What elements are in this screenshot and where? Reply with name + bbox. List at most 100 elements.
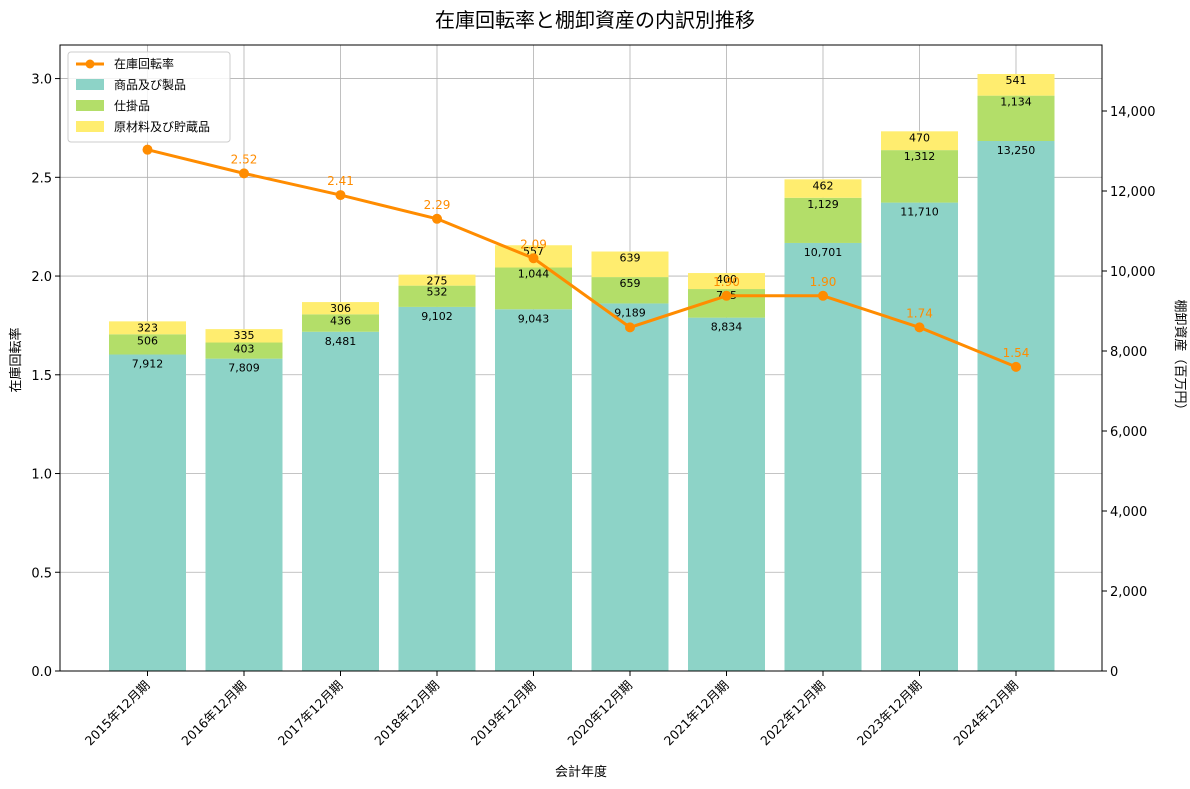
y-right-tick-label: 0 (1110, 665, 1118, 680)
legend-label: 仕掛品 (114, 98, 150, 113)
plot-frame (59, 44, 1103, 672)
bar-segment (881, 150, 958, 203)
bar-value-label: 639 (620, 252, 641, 265)
x-tick-label: 2019年12月期 (468, 678, 539, 749)
bar-segment (398, 285, 476, 307)
bar-segment (977, 74, 1055, 96)
bar-value-label: 462 (813, 179, 834, 192)
turnover-value-label: 1.90 (713, 275, 740, 289)
bar-value-label: 9,189 (614, 306, 646, 319)
bar-value-label: 306 (330, 302, 351, 315)
y-right-tick-label: 10,000 (1110, 265, 1156, 280)
legend-swatch (76, 79, 104, 90)
turnover-value-label: 2.09 (520, 237, 547, 251)
stacked-bars (109, 74, 1055, 671)
bar-segment (495, 309, 572, 671)
bar-segment (591, 303, 669, 671)
bar-segment (495, 267, 572, 310)
bar-value-label: 532 (427, 286, 448, 299)
bar-segment (109, 334, 186, 355)
x-tick-label: 2015年12月期 (82, 678, 153, 749)
y-left-tick-label: 2.5 (31, 171, 52, 186)
bar-value-label: 7,809 (228, 362, 260, 375)
bar-value-label: 7,912 (132, 358, 164, 371)
x-tick-label: 2024年12月期 (950, 678, 1021, 749)
y-right-tick-label: 14,000 (1110, 105, 1156, 120)
bar-value-label: 403 (234, 343, 255, 356)
bar-segment (784, 179, 862, 198)
turnover-point (914, 322, 925, 333)
y-left-tick-label: 0.5 (31, 566, 52, 581)
y-left-tick-label: 3.0 (31, 73, 52, 88)
bar-value-label: 9,043 (518, 312, 550, 325)
y-left-tick-label: 2.0 (31, 270, 52, 285)
x-tick-label: 2023年12月期 (854, 678, 925, 749)
turnover-value-label: 1.74 (906, 306, 933, 320)
bar-segment (784, 197, 862, 243)
x-axis-label: 会計年度 (555, 764, 607, 780)
turnover-point (528, 253, 539, 264)
chart-title: 在庫回転率と棚卸資産の内訳別推移 (435, 8, 755, 32)
turnover-value-label: 2.52 (231, 152, 258, 166)
x-tick-label: 2018年12月期 (371, 678, 442, 749)
y-axis-right-label: 棚卸資産（百万円） (1172, 299, 1188, 416)
x-tick-label: 2020年12月期 (564, 678, 635, 749)
turnover-point (239, 168, 249, 179)
x-tick-label: 2021年12月期 (661, 678, 732, 749)
turnover-point (432, 213, 442, 224)
bar-segment (205, 329, 283, 343)
turnover-value-label: 2.41 (327, 174, 354, 188)
bar-value-label: 275 (427, 275, 448, 288)
bar-segment (977, 141, 1055, 671)
bar-segment (205, 358, 283, 671)
bar-segment (688, 273, 765, 290)
turnover-point (1011, 361, 1021, 372)
bar-segment (205, 342, 283, 359)
bar-segment (398, 306, 476, 671)
bar-segment (784, 242, 862, 671)
bar-segment (302, 302, 379, 315)
turnover-point (335, 190, 346, 201)
bar-segment (591, 277, 669, 304)
turnover-point (818, 290, 828, 301)
turnover-point (721, 290, 732, 301)
bar-value-label: 400 (716, 273, 737, 286)
bar-segment (688, 317, 765, 671)
bar-value-label: 541 (1006, 74, 1027, 87)
turnover-line-path (147, 148, 1017, 369)
turnover-value-label: 1.54 (1003, 346, 1030, 360)
bar-segment (398, 274, 476, 286)
bar-value-label: 10,701 (804, 246, 843, 259)
x-tick-label: 2022年12月期 (757, 678, 828, 749)
y-right-tick-label: 2,000 (1110, 585, 1147, 600)
turnover-point (142, 144, 153, 155)
y-left-tick-label: 1.0 (31, 468, 52, 483)
x-tick-label: 2016年12月期 (178, 678, 249, 749)
bar-value-label: 1,129 (807, 198, 839, 211)
legend-swatch (76, 121, 104, 132)
bar-value-label: 470 (909, 131, 930, 144)
legend-swatch (76, 100, 104, 111)
bar-value-label: 506 (137, 334, 158, 347)
bar-segment (302, 314, 379, 332)
y-left-tick-label: 0.0 (31, 665, 52, 680)
legend-line-marker (85, 59, 95, 69)
bar-segment (109, 354, 186, 671)
y-left-tick-label: 1.5 (31, 369, 52, 384)
bar-value-label: 1,044 (518, 268, 550, 281)
turnover-value-label: 2.29 (424, 198, 451, 212)
legend-label: 在庫回転率 (114, 56, 174, 71)
bar-value-label: 436 (330, 314, 351, 327)
y-right-tick-label: 12,000 (1110, 185, 1156, 200)
bar-segment (977, 95, 1055, 141)
x-tick-label: 2017年12月期 (275, 678, 346, 749)
bar-value-label: 8,834 (711, 321, 743, 334)
legend-label: 商品及び製品 (114, 77, 186, 92)
bar-value-label: 1,312 (904, 150, 936, 163)
bar-value-label: 11,710 (900, 206, 939, 219)
bar-segment (881, 202, 958, 671)
y-axis-left-label: 在庫回転率 (8, 327, 24, 392)
